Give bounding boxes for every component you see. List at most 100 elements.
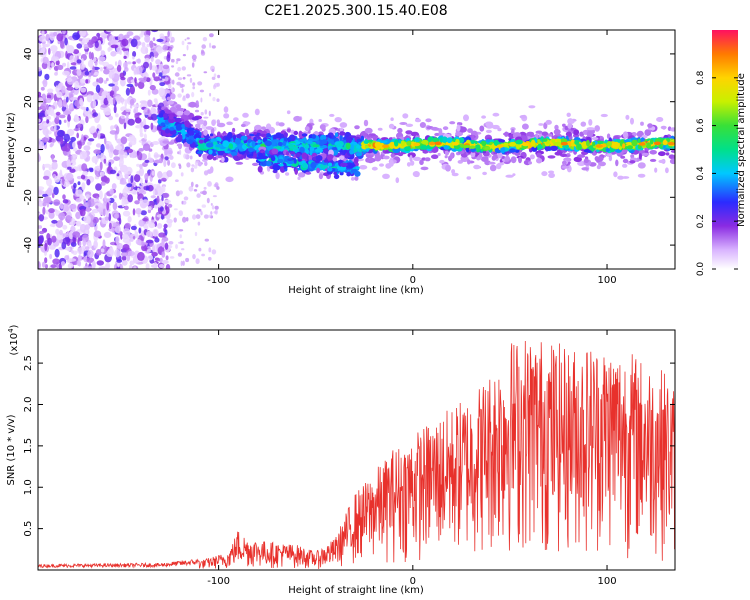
spectrogram-cell	[327, 167, 333, 172]
spectrogram-cell	[95, 205, 99, 209]
spectrogram-cell	[83, 198, 87, 204]
spectrogram-cell	[647, 123, 653, 128]
spectrogram-cell	[62, 237, 70, 245]
spectrogram-cell	[522, 142, 529, 147]
spectrogram-cell	[298, 139, 305, 142]
spectrogram-cell	[155, 46, 163, 54]
spectrogram-cell	[553, 129, 561, 135]
spectrogram-cell	[191, 62, 195, 68]
spectrogram-cell	[670, 149, 675, 153]
spectrogram-cell	[85, 116, 89, 124]
spectrogram-cell	[275, 132, 282, 139]
spectrogram-cell	[215, 144, 223, 148]
spectrogram-cell	[420, 145, 429, 150]
spectrogram-cell	[65, 96, 69, 103]
spectrogram-cell	[38, 112, 45, 117]
spectrogram-cell	[90, 198, 94, 202]
spectrogram-cell	[195, 123, 201, 129]
snr-frame	[37, 329, 676, 571]
snr-xtick-label: -100	[207, 576, 230, 587]
spectrogram-cell	[503, 142, 509, 146]
spectrogram-cell	[179, 149, 182, 155]
spectrogram-cell	[595, 144, 603, 148]
spectrogram-ytick-label: 40	[23, 48, 34, 61]
spectrogram-cell	[147, 109, 150, 114]
spectrogram-cell	[64, 255, 70, 261]
spectrogram-cell	[547, 155, 556, 159]
spectrogram-cell	[113, 105, 117, 114]
spectrogram-cell	[478, 153, 483, 158]
spectrogram-cell	[99, 217, 102, 221]
spectrogram-cell	[86, 216, 91, 224]
spectrogram-cell	[137, 187, 140, 192]
spectrogram-cell	[244, 128, 249, 136]
spectrogram-cell	[186, 44, 189, 51]
spectrogram-cell	[180, 172, 184, 177]
spectrogram-cell	[193, 130, 199, 134]
spectrogram-cell	[42, 56, 49, 64]
spectrogram-cell	[209, 133, 214, 137]
colorbar-tick-label: 0.4	[696, 166, 706, 181]
spectrogram-cell	[339, 127, 344, 132]
spectrogram-cell	[59, 202, 64, 210]
spectrogram-cell	[123, 61, 128, 69]
spectrogram-cell	[105, 112, 111, 116]
spectrogram-cell	[309, 148, 313, 156]
spectrogram-cell	[277, 141, 283, 147]
spectrogram-cell	[191, 116, 200, 121]
spectrogram-cell	[95, 165, 101, 172]
spectrogram-cell	[109, 188, 114, 195]
spectrogram-cell	[81, 58, 84, 66]
spectrogram-cell	[125, 108, 132, 113]
spectrogram-cell	[146, 249, 151, 253]
spectrogram-cell	[158, 63, 164, 72]
spectrogram-cell	[51, 138, 56, 143]
spectrogram-cell	[390, 117, 394, 121]
spectrogram-cell	[120, 252, 128, 257]
spectrogram-cell	[297, 172, 306, 178]
spectrogram-cell	[123, 200, 128, 205]
spectrogram-cell	[654, 141, 661, 146]
spectrogram-cell	[577, 143, 582, 151]
spectrogram-cell	[348, 164, 354, 168]
spectrogram-cell	[99, 190, 103, 200]
spectrogram-cell	[389, 141, 396, 149]
spectrogram-cell	[443, 145, 450, 150]
spectrogram-cell	[60, 138, 64, 145]
spectrogram-cell	[470, 140, 475, 144]
spectrogram-cell	[38, 67, 42, 72]
spectrogram-cell	[153, 98, 158, 103]
spectrogram-cell	[110, 51, 117, 57]
spectrogram-cell	[134, 231, 139, 238]
spectrogram-cell	[114, 225, 121, 234]
spectrogram-cell	[197, 81, 203, 86]
spectrogram-cell	[127, 216, 132, 223]
spectrogram-cell	[544, 146, 551, 151]
spectrogram-cell	[567, 123, 572, 129]
spectrogram-cell	[179, 234, 182, 239]
spectrogram-cell	[123, 152, 128, 159]
spectrogram-cell	[53, 186, 59, 196]
spectrogram-cell	[289, 151, 296, 155]
spectrogram-cell	[301, 152, 308, 159]
spectrogram-cell	[171, 162, 176, 169]
spectrogram-cell	[124, 222, 131, 229]
spectrogram-cell	[51, 219, 58, 224]
spectrogram-cell	[228, 143, 234, 150]
spectrogram-cell	[204, 109, 208, 115]
spectrogram-cell	[175, 137, 182, 143]
spectrogram-cell	[38, 91, 42, 97]
spectrogram-cell	[44, 110, 48, 117]
spectrogram-cell	[312, 144, 320, 148]
spectrogram-cell	[233, 117, 239, 122]
spectrogram-cell	[167, 203, 173, 208]
spectrogram-cell	[203, 71, 208, 74]
spectrogram-cell	[346, 171, 351, 177]
spectrogram-x-label: Height of straight line (km)	[288, 285, 424, 296]
spectrogram-cell	[114, 132, 118, 141]
spectrogram-cell	[185, 93, 190, 99]
spectrogram-cell	[110, 39, 119, 44]
spectrogram-cell	[314, 148, 324, 153]
spectrogram-cell	[596, 164, 601, 170]
spectrogram-cell	[108, 197, 115, 204]
